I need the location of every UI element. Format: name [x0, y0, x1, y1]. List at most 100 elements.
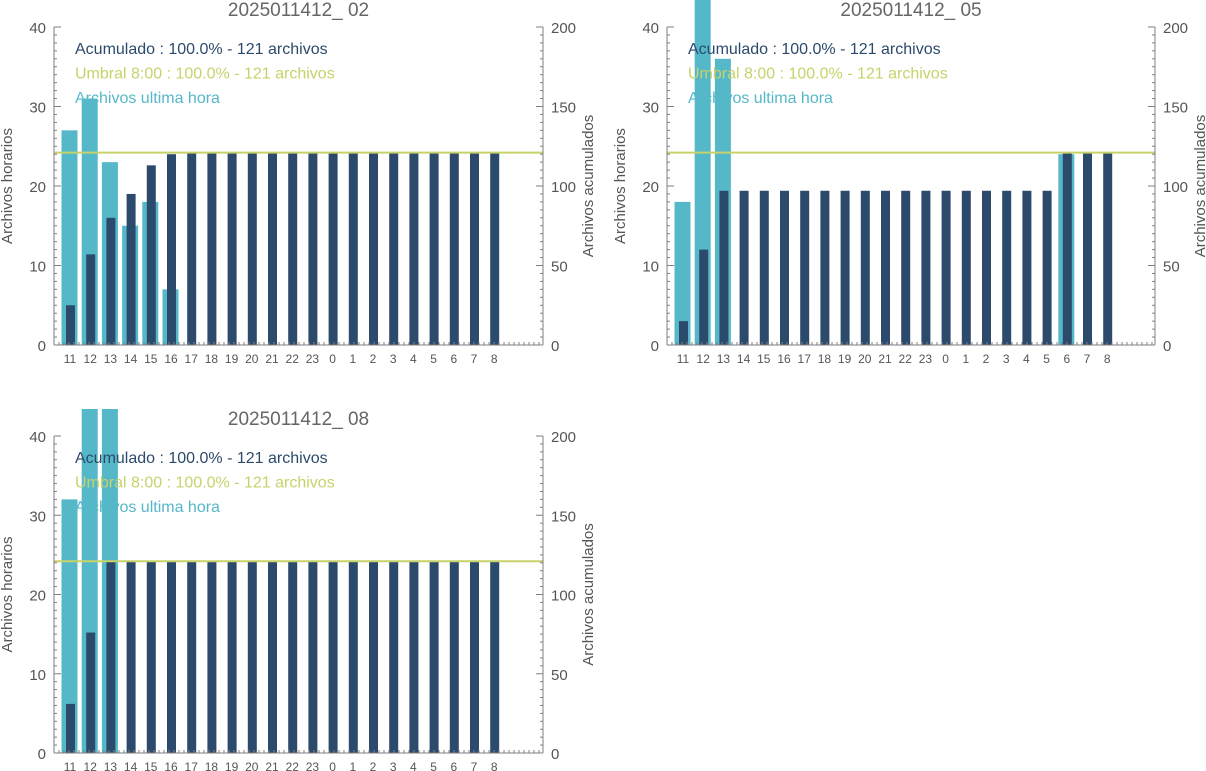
cumulative-bar [719, 190, 729, 345]
x-tick-label: 13 [104, 760, 118, 771]
x-tick-label: 3 [1003, 352, 1010, 366]
x-tick-label: 8 [491, 352, 498, 366]
cumulative-bar [227, 152, 237, 345]
x-tick-label: 6 [450, 760, 457, 771]
left-tick-label: 30 [29, 508, 46, 525]
cumulative-bar [328, 561, 338, 753]
left-tick-label: 10 [642, 259, 659, 276]
x-tick-label: 21 [265, 352, 279, 366]
cumulative-bar [1062, 152, 1072, 345]
x-tick-label: 3 [390, 760, 397, 771]
x-tick-label: 0 [329, 760, 336, 771]
x-tick-label: 11 [677, 352, 690, 366]
right-tick-label: 100 [551, 588, 576, 605]
right-tick-label: 200 [551, 429, 576, 446]
cumulative-bar [389, 561, 399, 753]
x-tick-label: 0 [329, 352, 336, 366]
y-axis-right-title: Archivos acumulados [580, 115, 597, 258]
left-tick-label: 30 [29, 100, 46, 117]
left-tick-label: 10 [29, 667, 46, 684]
hourly-bar [61, 499, 78, 753]
left-tick-label: 40 [642, 20, 659, 37]
x-tick-label: 18 [205, 760, 219, 771]
legend-threshold: Umbral 8:00 : 100.0% - 121 archivos [75, 66, 335, 83]
cumulative-bar [699, 249, 709, 345]
right-tick-label: 0 [551, 746, 559, 763]
cumulative-bar [66, 305, 75, 345]
x-tick-label: 12 [84, 352, 98, 366]
cumulative-bar [409, 561, 419, 753]
cumulative-bar [308, 561, 318, 753]
x-tick-label: 19 [838, 352, 852, 366]
x-tick-label: 16 [777, 352, 791, 366]
right-tick-label: 50 [1163, 259, 1180, 276]
x-tick-label: 11 [64, 760, 77, 771]
cumulative-bar [679, 321, 688, 345]
cumulative-bar [449, 561, 459, 753]
legend-hourly: Archivos ultima hora [75, 499, 220, 516]
hourly-bar [61, 130, 78, 345]
cumulative-bar [369, 561, 378, 753]
x-tick-label: 5 [1043, 352, 1050, 366]
cumulative-bar [982, 190, 991, 345]
cumulative-bar [449, 152, 459, 345]
right-tick-label: 0 [551, 338, 559, 355]
cumulative-bar [820, 190, 830, 345]
cumulative-bar [247, 561, 257, 753]
x-tick-label: 19 [225, 352, 239, 366]
x-tick-label: 3 [390, 352, 397, 366]
legend-cumulative: Acumulado : 100.0% - 121 archivos [688, 41, 941, 58]
left-tick-label: 20 [642, 179, 659, 196]
x-tick-label: 6 [1063, 352, 1070, 366]
left-tick-label: 30 [642, 100, 659, 117]
x-tick-label: 7 [1084, 352, 1091, 366]
x-tick-label: 13 [104, 352, 118, 366]
x-tick-label: 4 [410, 352, 417, 366]
x-tick-label: 13 [717, 352, 731, 366]
left-tick-label: 40 [29, 429, 46, 446]
x-tick-label: 19 [225, 760, 239, 771]
chart-title: 2025011412_ 02 [228, 0, 369, 21]
cumulative-bar [1083, 152, 1092, 345]
x-tick-label: 1 [349, 760, 356, 771]
x-tick-label: 20 [858, 352, 872, 366]
x-tick-label: 12 [697, 352, 711, 366]
x-tick-label: 16 [164, 352, 178, 366]
left-tick-label: 0 [651, 338, 659, 355]
legend-threshold: Umbral 8:00 : 100.0% - 121 archivos [75, 475, 335, 492]
cumulative-bar [146, 561, 156, 753]
cumulative-bar [490, 561, 500, 753]
x-tick-label: 7 [471, 760, 478, 771]
cumulative-bar [146, 165, 156, 345]
cumulative-bar [167, 561, 176, 753]
x-tick-label: 15 [757, 352, 771, 366]
cumulative-bar [268, 561, 277, 753]
x-tick-label: 20 [245, 352, 259, 366]
cumulative-bar [389, 152, 399, 345]
cumulative-bar [860, 190, 870, 345]
cumulative-bar [780, 190, 789, 345]
y-axis-title: Archivos horarios [0, 128, 16, 244]
chart-title: 2025011412_ 08 [228, 409, 369, 430]
left-tick-label: 0 [38, 746, 46, 763]
cumulative-bar [328, 152, 338, 345]
x-tick-label: 5 [430, 352, 437, 366]
legend-hourly: Archivos ultima hora [688, 90, 833, 107]
x-tick-label: 12 [84, 760, 98, 771]
left-tick-label: 20 [29, 179, 46, 196]
x-tick-label: 5 [430, 760, 437, 771]
x-tick-label: 23 [919, 352, 933, 366]
cumulative-bar [941, 190, 951, 345]
x-tick-label: 20 [245, 760, 259, 771]
x-tick-label: 23 [306, 352, 320, 366]
cumulative-bar [369, 152, 378, 345]
chart-title: 2025011412_ 05 [840, 0, 981, 21]
legend-cumulative: Acumulado : 100.0% - 121 archivos [75, 450, 328, 467]
left-tick-label: 10 [29, 259, 46, 276]
right-tick-label: 100 [1163, 179, 1188, 196]
cumulative-bar [86, 632, 96, 753]
cumulative-bar [268, 152, 277, 345]
cumulative-bar [187, 561, 197, 753]
